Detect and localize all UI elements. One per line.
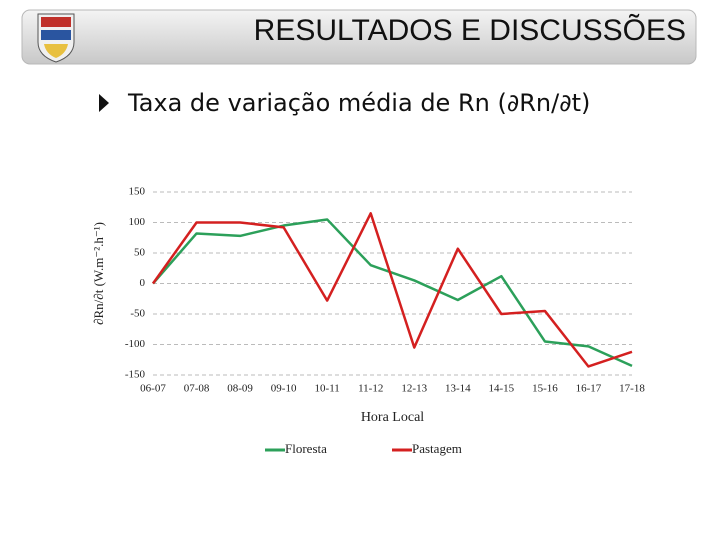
legend-label: Floresta (285, 441, 327, 456)
y-axis-label: ∂Rn/∂t (W.m⁻².h⁻¹) (91, 222, 106, 325)
bullet-text: Taxa de variação média de Rn (∂Rn/∂t) (127, 89, 590, 117)
series-line (151, 212, 633, 368)
x-tick-label: 14-15 (489, 383, 515, 395)
x-tick-label: 08-09 (227, 383, 253, 395)
logo (37, 13, 75, 63)
y-tick-label: 50 (134, 247, 146, 259)
legend-label: Pastagem (412, 441, 462, 456)
x-tick-label: 16-17 (576, 383, 602, 395)
x-tick-label: 06-07 (140, 383, 166, 395)
x-tick-label: 13-14 (445, 383, 471, 395)
bullet-arrow (99, 94, 109, 112)
x-tick-label: 17-18 (619, 383, 645, 395)
x-axis-label: Hora Local (361, 410, 424, 425)
x-tick-label: 10-11 (315, 383, 340, 395)
header-title: RESULTADOS E DISCUSSÕES (254, 13, 686, 47)
y-tick-label: -100 (125, 338, 146, 350)
y-tick-label: 100 (129, 216, 146, 228)
x-tick-label: 11-12 (358, 383, 383, 395)
y-tick-label: -50 (130, 308, 145, 320)
chart: -150 -100 -50 0 50 100 150 06-07 07-08 08-09 09-10… (91, 186, 645, 456)
x-tick-label: 07-08 (184, 383, 210, 395)
y-tick-label: -150 (125, 369, 146, 381)
y-tick-label: 150 (129, 186, 146, 198)
series-line (152, 218, 633, 367)
x-tick-label: 09-10 (271, 383, 297, 395)
header-bar (21, 9, 697, 65)
y-tick-label: 0 (140, 277, 146, 289)
x-tick-label: 15-16 (532, 383, 558, 395)
x-tick-label: 12-13 (401, 383, 427, 395)
